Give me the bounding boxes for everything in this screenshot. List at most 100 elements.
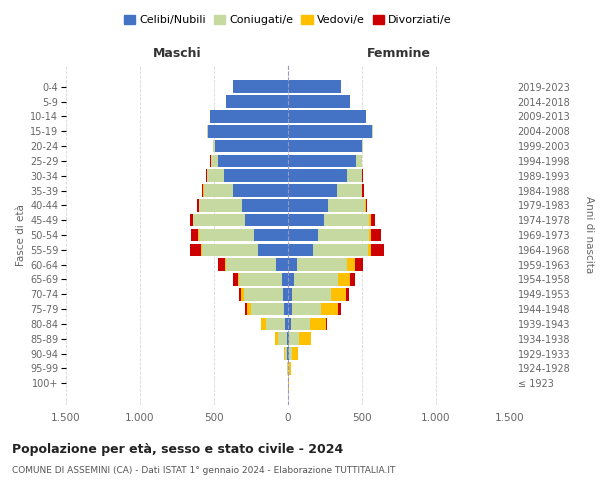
Bar bbox=[310, 318, 326, 330]
Bar bbox=[209, 110, 288, 122]
Bar bbox=[282, 273, 288, 286]
Bar bbox=[210, 154, 211, 167]
Bar bbox=[239, 273, 282, 286]
Bar bbox=[356, 154, 362, 167]
Bar bbox=[218, 258, 225, 271]
Bar bbox=[238, 273, 239, 286]
Bar bbox=[225, 258, 226, 271]
Bar bbox=[197, 199, 199, 211]
Bar bbox=[215, 140, 288, 152]
Bar bbox=[288, 362, 289, 374]
Bar bbox=[278, 332, 287, 345]
Bar bbox=[239, 288, 241, 300]
Bar bbox=[288, 348, 289, 360]
Bar bbox=[337, 184, 362, 197]
Bar bbox=[294, 273, 338, 286]
Bar bbox=[346, 288, 349, 300]
Bar bbox=[362, 140, 364, 152]
Bar bbox=[338, 273, 350, 286]
Bar bbox=[276, 258, 288, 271]
Bar bbox=[208, 125, 288, 138]
Bar bbox=[245, 303, 247, 316]
Bar bbox=[260, 318, 262, 330]
Bar bbox=[190, 214, 193, 226]
Bar bbox=[288, 110, 367, 122]
Bar bbox=[288, 244, 313, 256]
Bar bbox=[362, 170, 363, 182]
Bar bbox=[292, 288, 331, 300]
Bar bbox=[288, 184, 337, 197]
Bar bbox=[288, 154, 356, 167]
Bar bbox=[206, 170, 224, 182]
Bar bbox=[347, 170, 362, 182]
Bar bbox=[283, 288, 288, 300]
Bar bbox=[211, 154, 218, 167]
Bar bbox=[190, 244, 202, 256]
Bar bbox=[233, 184, 288, 197]
Bar bbox=[288, 303, 292, 316]
Bar bbox=[371, 244, 384, 256]
Bar bbox=[254, 228, 288, 241]
Text: Femmine: Femmine bbox=[367, 47, 431, 60]
Bar bbox=[244, 288, 283, 300]
Bar bbox=[288, 214, 323, 226]
Bar bbox=[370, 214, 371, 226]
Bar bbox=[289, 362, 290, 374]
Text: Maschi: Maschi bbox=[152, 47, 202, 60]
Bar bbox=[313, 244, 368, 256]
Bar bbox=[292, 348, 298, 360]
Bar bbox=[289, 348, 292, 360]
Bar bbox=[288, 96, 350, 108]
Bar bbox=[299, 332, 311, 345]
Bar bbox=[365, 199, 366, 211]
Bar bbox=[287, 348, 288, 360]
Bar bbox=[285, 348, 287, 360]
Bar bbox=[288, 228, 317, 241]
Text: COMUNE DI ASSEMINI (CA) - Dati ISTAT 1° gennaio 2024 - Elaborazione TUTTITALIA.I: COMUNE DI ASSEMINI (CA) - Dati ISTAT 1° … bbox=[12, 466, 395, 475]
Bar bbox=[328, 199, 365, 211]
Bar bbox=[242, 199, 288, 211]
Text: Popolazione per età, sesso e stato civile - 2024: Popolazione per età, sesso e stato civil… bbox=[12, 442, 343, 456]
Bar bbox=[362, 184, 364, 197]
Y-axis label: Fasce di età: Fasce di età bbox=[16, 204, 26, 266]
Bar bbox=[233, 273, 238, 286]
Bar bbox=[284, 303, 288, 316]
Bar bbox=[350, 273, 355, 286]
Bar bbox=[288, 273, 294, 286]
Bar bbox=[288, 258, 297, 271]
Bar bbox=[288, 332, 289, 345]
Bar bbox=[366, 199, 367, 211]
Bar bbox=[245, 214, 288, 226]
Bar bbox=[233, 80, 288, 93]
Bar bbox=[287, 332, 288, 345]
Bar bbox=[371, 214, 376, 226]
Bar bbox=[241, 288, 244, 300]
Bar bbox=[317, 228, 370, 241]
Bar bbox=[368, 244, 371, 256]
Bar bbox=[202, 184, 203, 197]
Bar bbox=[371, 228, 381, 241]
Text: Anni di nascita: Anni di nascita bbox=[584, 196, 594, 274]
Bar bbox=[320, 303, 338, 316]
Bar bbox=[262, 318, 266, 330]
Bar bbox=[288, 288, 292, 300]
Bar bbox=[347, 258, 355, 271]
Bar bbox=[288, 140, 362, 152]
Bar bbox=[193, 214, 245, 226]
Bar bbox=[191, 228, 199, 241]
Bar bbox=[251, 303, 284, 316]
Bar bbox=[199, 199, 242, 211]
Legend: Celibi/Nubili, Coniugati/e, Vedovi/e, Divorziati/e: Celibi/Nubili, Coniugati/e, Vedovi/e, Di… bbox=[120, 10, 456, 30]
Bar bbox=[288, 170, 347, 182]
Bar bbox=[288, 80, 341, 93]
Bar bbox=[284, 348, 285, 360]
Bar bbox=[247, 303, 251, 316]
Bar bbox=[202, 244, 259, 256]
Bar bbox=[370, 228, 371, 241]
Bar bbox=[288, 318, 291, 330]
Bar bbox=[199, 228, 254, 241]
Bar bbox=[266, 318, 285, 330]
Bar bbox=[292, 303, 320, 316]
Bar bbox=[288, 199, 328, 211]
Bar bbox=[289, 332, 299, 345]
